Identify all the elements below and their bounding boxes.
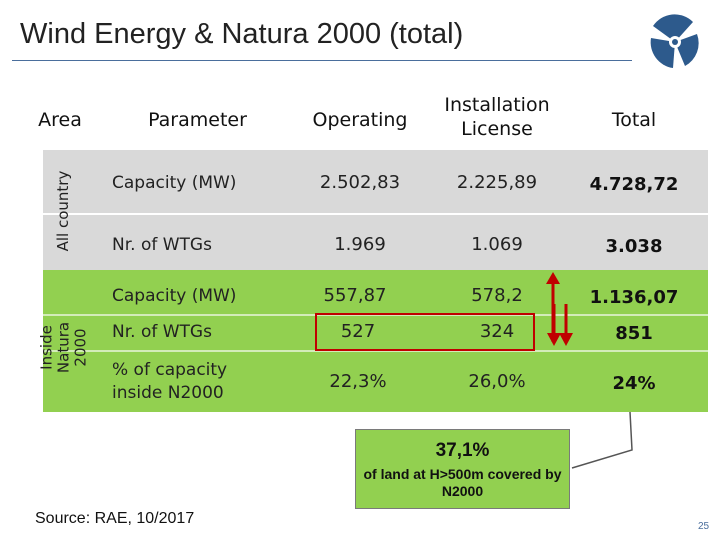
row-installation: 324 [479,321,515,342]
row-operating: 22,3% [329,371,387,392]
group-label-all-country: All country [54,170,72,252]
header-area: Area [38,109,82,131]
row-divider [43,213,708,215]
row-total: 1.136,07 [589,287,679,308]
header-operating: Operating [312,109,408,131]
row-divider [43,314,708,316]
row-total: 851 [615,323,653,344]
callout-connector-icon [571,411,633,469]
row-param: Nr. of WTGs [112,235,212,255]
row-operating: 2.502,83 [319,172,401,193]
row-param: % of capacity inside N2000 [112,360,228,403]
trend-arrows-icon [546,272,573,346]
row-operating: 1.969 [334,234,386,255]
inside-natura-text: Inside Natura 2000 [37,321,90,374]
row-total: 24% [612,373,656,394]
natura-band [43,270,708,412]
land-coverage-callout: 37,1% of land at H>500m covered by N2000 [355,429,570,509]
source-note: Source: RAE, 10/2017 [35,510,195,527]
slide-title: Wind Energy & Natura 2000 (total) [20,18,464,50]
row-installation: 2.225,89 [456,172,538,193]
row-installation: 26,0% [468,371,526,392]
callout-text: of land at H>500m covered by N2000 [363,466,562,499]
highlight-box [315,313,535,351]
header-parameter: Parameter [148,109,247,131]
row-operating: 557,87 [323,285,387,306]
row-divider [43,350,708,352]
row-param: Capacity (MW) [112,286,237,306]
row-total: 4.728,72 [589,174,679,195]
title-divider [12,60,632,61]
row-installation: 1.069 [471,234,523,255]
all-country-band [43,150,708,270]
row-installation: 578,2 [471,285,523,306]
row-total: 3.038 [605,236,663,257]
group-label-inside-natura: Inside Natura 2000 [37,283,90,413]
row-param: Capacity (MW) [112,173,237,193]
page-number: 25 [698,521,710,532]
turbine-logo-icon [647,14,703,70]
callout-value: 37,1% [435,440,490,461]
row-operating: 527 [340,321,376,342]
header-installation-license: Installation License [444,94,550,140]
row-param: Nr. of WTGs [112,322,212,342]
header-total: Total [611,109,657,131]
